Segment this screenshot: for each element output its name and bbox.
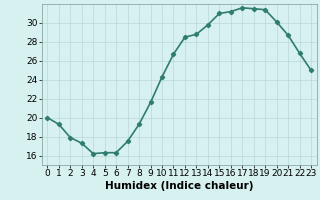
X-axis label: Humidex (Indice chaleur): Humidex (Indice chaleur) — [105, 181, 253, 191]
